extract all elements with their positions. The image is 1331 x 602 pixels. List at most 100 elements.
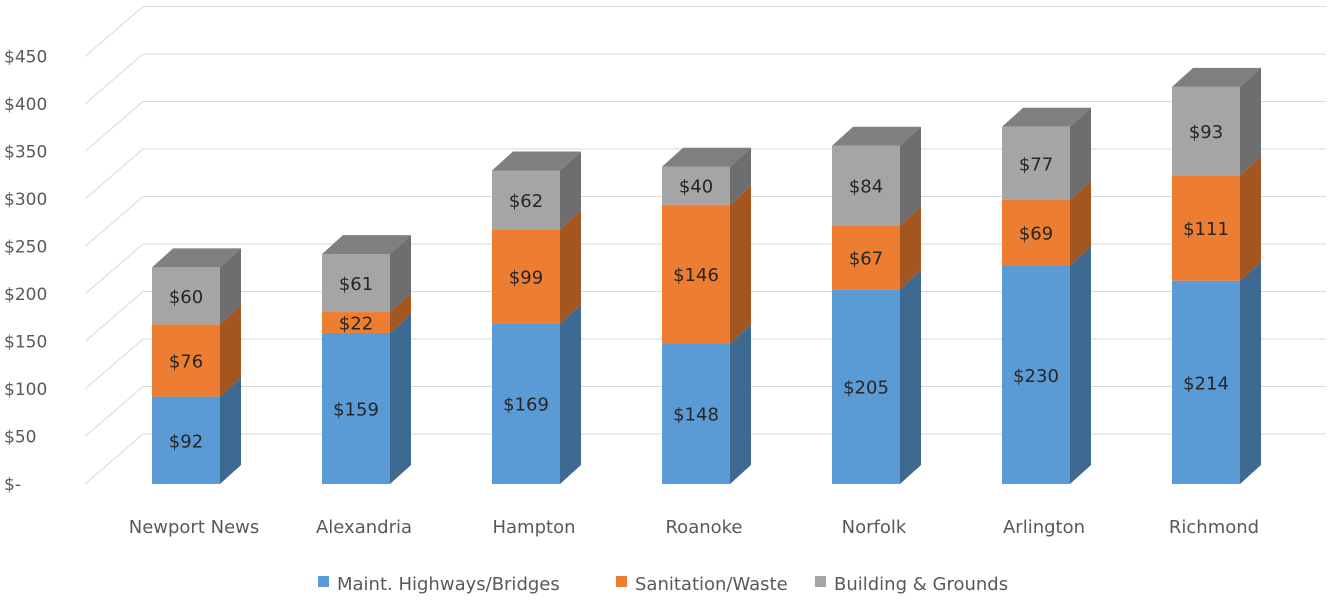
data-label: $22 (339, 314, 373, 335)
bar-segment-building-grounds-side (220, 248, 241, 325)
gridline (84, 433, 1326, 485)
data-label: $214 (1183, 373, 1229, 394)
y-tick-label: $350 (4, 143, 47, 163)
bar-segment-sanitation-waste-side (560, 210, 581, 324)
bar-segment-sanitation-waste-side (220, 305, 241, 397)
bar-segment-maint-highways-bridges (322, 332, 390, 484)
bar-segment-maint-highways-bridges (492, 323, 560, 484)
legend-item: Building & Grounds (815, 574, 1008, 595)
bar-segment-building-grounds (832, 145, 900, 226)
data-label: $60 (169, 287, 203, 308)
bar-segment-maint-highways-bridges-side (560, 304, 581, 484)
bar-segment-maint-highways-bridges (832, 289, 900, 484)
bar-segment-sanitation-waste (492, 229, 560, 324)
bar-segment-sanitation-waste (832, 225, 900, 290)
bar-top (662, 147, 751, 167)
bar-segment-building-grounds (492, 170, 560, 230)
y-tick-label: $300 (4, 190, 47, 210)
data-label: $111 (1183, 219, 1229, 240)
gridline (84, 243, 1326, 295)
y-tick-label: $50 (4, 428, 36, 448)
data-label: $62 (509, 191, 543, 212)
bar-segment-maint-highways-bridges-side (390, 313, 411, 484)
bar-segment-sanitation-waste (1172, 175, 1240, 281)
bar-segment-building-grounds-side (390, 235, 411, 313)
gridline (84, 291, 1326, 342)
bar-stack: $205 $67 $84 (832, 126, 921, 484)
x-category-label: Newport News (129, 517, 260, 538)
bar-segment-building-grounds (662, 166, 730, 205)
x-axis-category-labels: Newport News Alexandria Hampton Roanoke Norf… (129, 517, 1259, 538)
bar-segment-maint-highways-bridges-side (1070, 246, 1091, 484)
bar-segment-sanitation-waste-side (1240, 156, 1261, 281)
gridline (84, 148, 1326, 200)
bar-stack: $230 $69 $77 (1002, 107, 1091, 484)
gridline (84, 338, 1326, 390)
data-label: $92 (169, 431, 203, 452)
bar-stack: $148 $146 $40 (662, 147, 751, 484)
y-tick-label: $450 (4, 48, 47, 68)
data-label: $159 (333, 399, 379, 420)
x-category-label: Norfolk (842, 517, 907, 538)
bar-segment-sanitation-waste (322, 312, 390, 333)
bar-segment-maint-highways-bridges (152, 396, 220, 484)
bar-segment-sanitation-waste-side (730, 185, 751, 344)
bar-segment-sanitation-waste-side (1070, 180, 1091, 266)
bar-segment-building-grounds-side (1240, 67, 1261, 176)
legend-label: Building & Grounds (834, 574, 1008, 595)
y-tick-label: $250 (4, 238, 47, 258)
data-label: $76 (169, 352, 203, 373)
legend-label: Maint. Highways/Bridges (337, 574, 560, 595)
legend-swatch (815, 576, 826, 587)
data-label: $67 (849, 248, 883, 269)
bar-stack: $169 $99 $62 (492, 151, 581, 484)
legend-swatch (318, 576, 329, 587)
bar-segment-maint-highways-bridges (1002, 265, 1070, 484)
bar-segment-sanitation-waste-side (390, 293, 411, 333)
y-tick-label: $100 (4, 380, 47, 400)
data-label: $148 (673, 405, 719, 426)
data-label: $146 (673, 265, 719, 286)
gridlines (84, 6, 1326, 485)
bar-segment-building-grounds-side (900, 126, 921, 226)
bar-top (832, 126, 921, 146)
bar-segment-maint-highways-bridges-side (900, 270, 921, 484)
legend-item: Maint. Highways/Bridges (318, 574, 560, 595)
data-label: $230 (1013, 366, 1059, 387)
bar-segment-building-grounds (152, 267, 220, 325)
gridline (84, 196, 1326, 247)
legend-item: Sanitation/Waste (616, 574, 788, 595)
x-category-label: Alexandria (316, 517, 412, 538)
bar-segment-maint-highways-bridges-side (730, 324, 751, 484)
y-tick-label: $200 (4, 285, 47, 305)
gridline (84, 6, 1326, 57)
data-label: $169 (503, 395, 549, 416)
gridline (84, 101, 1326, 152)
x-category-label: Hampton (492, 517, 575, 538)
bar-top (322, 235, 411, 255)
y-tick-label: $- (4, 475, 21, 495)
bar-stack: $159 $22 $61 (322, 235, 411, 484)
bar-segment-sanitation-waste (1002, 199, 1070, 266)
bar-segment-building-grounds (1172, 86, 1240, 176)
data-label: $205 (843, 378, 889, 399)
gridline (84, 53, 1326, 105)
bar-top (152, 248, 241, 268)
bar-segment-maint-highways-bridges-side (220, 377, 241, 484)
data-label: $69 (1019, 224, 1053, 245)
bar-segment-maint-highways-bridges-side (1240, 261, 1261, 484)
data-label: $61 (339, 274, 373, 295)
data-label: $99 (509, 267, 543, 288)
bar-segment-building-grounds (1002, 126, 1070, 200)
x-category-label: Richmond (1169, 517, 1259, 538)
bar-segment-maint-highways-bridges (1172, 280, 1240, 484)
bars: $92 $76 $60 $159 $22 $61 $169 $99 $62 $148 $146 $40… (152, 67, 1261, 484)
legend: Maint. Highways/Bridges Sanitation/Waste B… (318, 574, 1008, 595)
bar-stack: $214 $111 $93 (1172, 67, 1261, 484)
bar-segment-sanitation-waste (152, 324, 220, 397)
y-tick-label: $400 (4, 95, 47, 115)
data-label: $93 (1189, 122, 1223, 143)
bar-segment-sanitation-waste (662, 204, 730, 344)
bar-top (492, 151, 581, 171)
